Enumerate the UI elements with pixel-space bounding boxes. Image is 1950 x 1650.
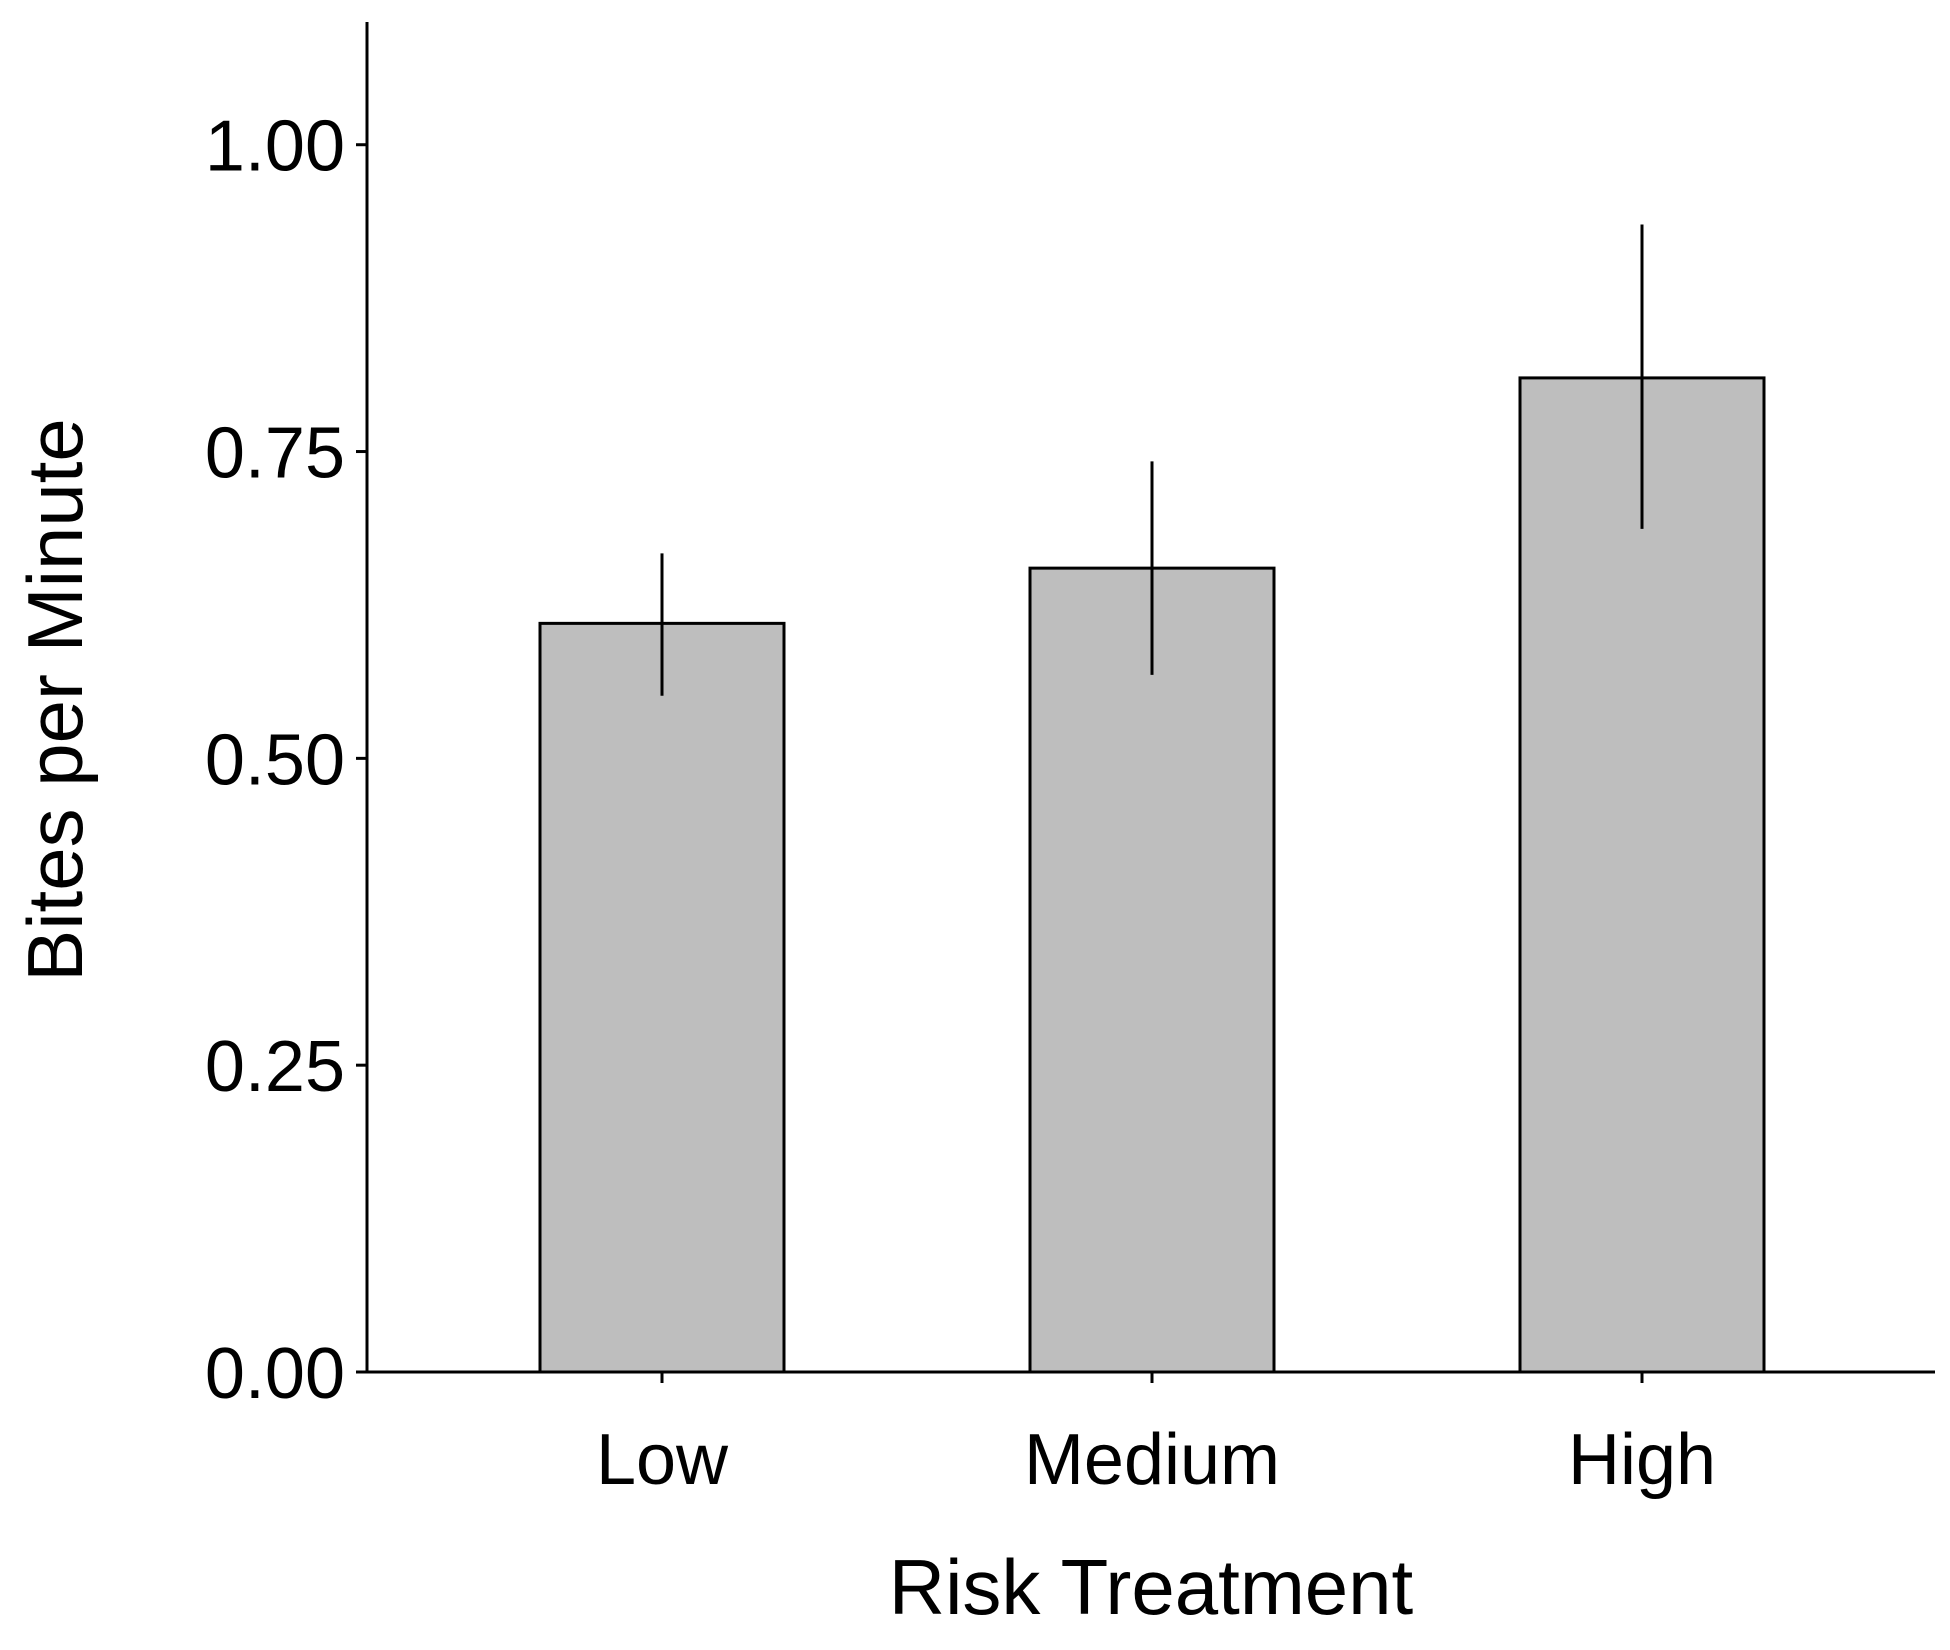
y-axis-title: Bites per Minute — [11, 418, 99, 982]
y-tick-label: 0.75 — [205, 414, 345, 494]
x-axis-title: Risk Treatment — [889, 1543, 1414, 1631]
error-bars-layer — [660, 224, 1644, 696]
y-tick-label: 0.25 — [205, 1027, 345, 1107]
y-ticks-layer: 0.00 0.25 0.50 0.75 1.00 — [205, 107, 367, 1414]
bar-low — [538, 621, 786, 1374]
x-tick-label-medium: Medium — [1024, 1420, 1280, 1500]
y-tick-label: 0.00 — [205, 1334, 345, 1414]
bar-medium — [1028, 566, 1276, 1374]
y-tick-label: 1.00 — [205, 107, 345, 187]
x-tick-label-low: Low — [596, 1420, 729, 1500]
y-tick-label: 0.50 — [205, 720, 345, 800]
x-tick-label-high: High — [1568, 1420, 1716, 1500]
x-ticks-layer: Low Medium High — [596, 1372, 1716, 1500]
